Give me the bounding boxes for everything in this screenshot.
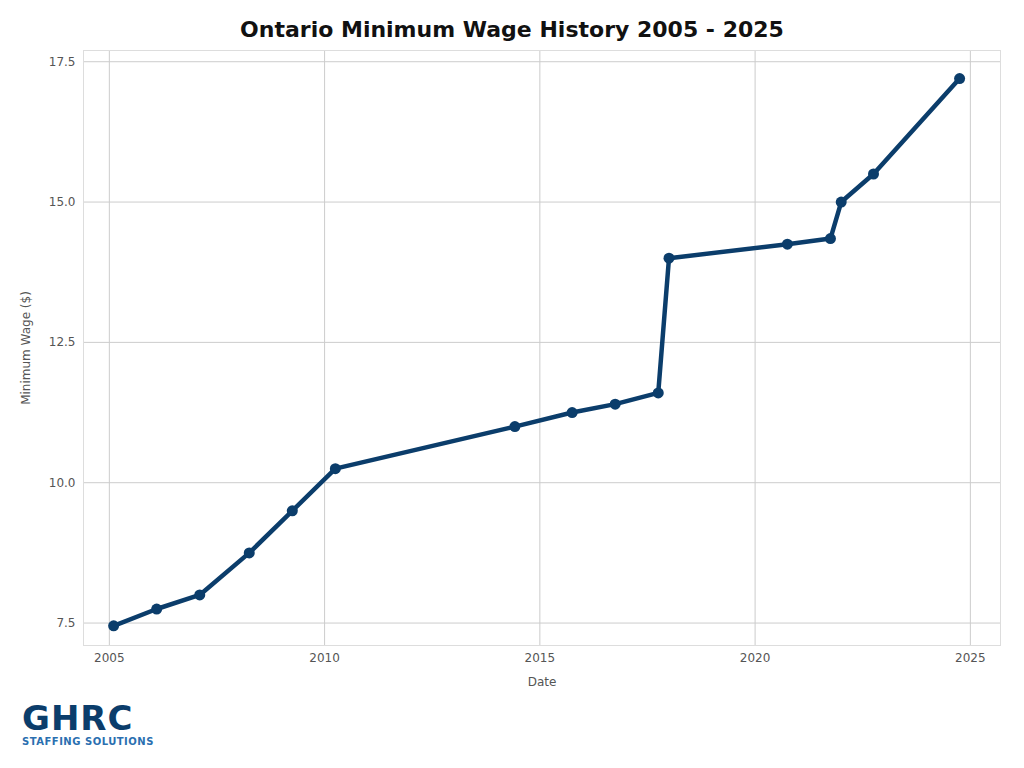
svg-text:Date: Date bbox=[528, 675, 557, 689]
svg-text:17.5: 17.5 bbox=[49, 55, 76, 69]
svg-text:2020: 2020 bbox=[740, 651, 771, 665]
svg-text:10.0: 10.0 bbox=[49, 476, 76, 490]
svg-text:2015: 2015 bbox=[525, 651, 556, 665]
svg-text:2010: 2010 bbox=[309, 651, 340, 665]
svg-text:15.0: 15.0 bbox=[49, 195, 76, 209]
html-text:Ontario Minimum Wage History 2: Ontario Minimum Wage History 2005 - 2025 bbox=[240, 17, 784, 42]
svg-text:Minimum Wage ($): Minimum Wage ($) bbox=[19, 291, 33, 405]
html-text:STAFFING SOLUTIONS: STAFFING SOLUTIONS bbox=[22, 736, 154, 747]
svg-text:12.5: 12.5 bbox=[49, 335, 76, 349]
svg-text:7.5: 7.5 bbox=[56, 616, 75, 630]
html-text:GHRC: GHRC bbox=[22, 698, 134, 738]
svg-text:2005: 2005 bbox=[94, 651, 125, 665]
svg-text:2025: 2025 bbox=[955, 651, 986, 665]
